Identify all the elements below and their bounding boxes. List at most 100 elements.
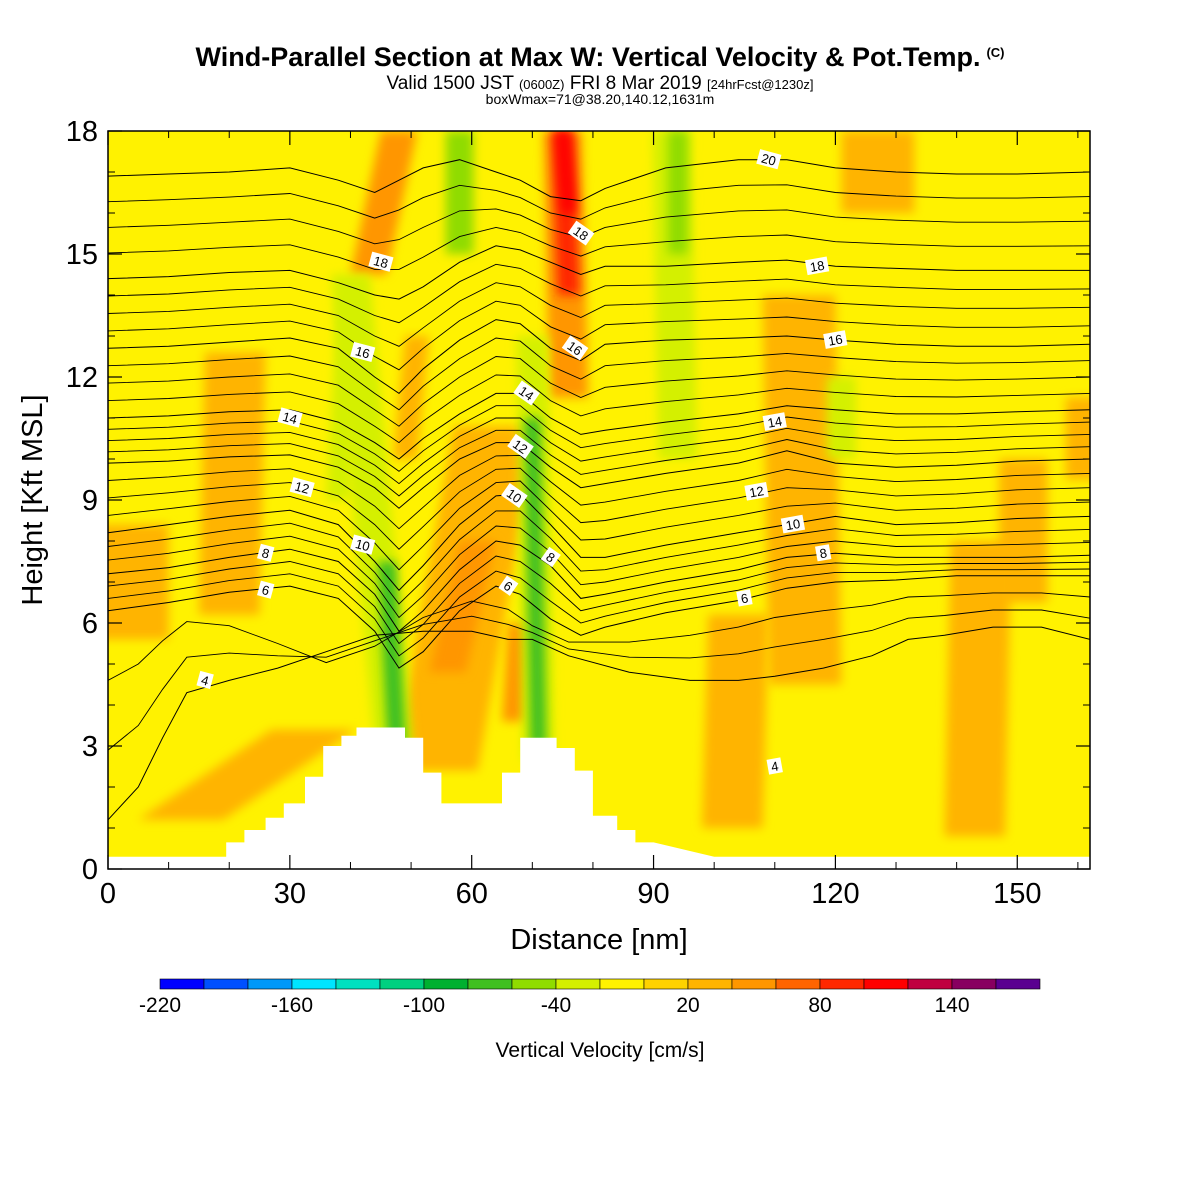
- isentrope-label-18: 18: [567, 220, 595, 246]
- label-bg: [567, 220, 595, 246]
- isentrope-label-12: 12: [507, 433, 534, 459]
- y-tick-label: 3: [82, 731, 98, 763]
- label-bg: [762, 412, 787, 431]
- isentrope-line: [108, 609, 1090, 751]
- label-bg: [823, 330, 848, 349]
- potential-temperature-contours: [108, 159, 1090, 821]
- box-wmax-info: boxWmax=71@38.20,140.12,1631m: [485, 91, 715, 107]
- y-tick-label: 9: [82, 485, 98, 517]
- colorbar-swatch: [731, 978, 777, 990]
- colorbar-swatch: [687, 978, 733, 990]
- isentrope-label-text: 16: [827, 331, 844, 348]
- isentrope-label-14: 14: [513, 380, 540, 406]
- isentrope-line: [108, 356, 1090, 427]
- velocity-contour-fill-1: [198, 352, 266, 615]
- y-tick-label: 0: [82, 854, 98, 886]
- isentrope-label-4: 4: [196, 670, 214, 689]
- isentrope-line: [108, 510, 1090, 605]
- x-tick-label: 60: [456, 878, 488, 910]
- colorbar-swatch: [599, 978, 645, 990]
- valid-time: Valid 1500 JST: [386, 73, 514, 94]
- label-bg: [561, 335, 589, 361]
- velocity-contour-fill-20: [524, 418, 547, 746]
- isentrope-line: [108, 226, 1090, 270]
- label-bg: [368, 251, 394, 272]
- colorbar-swatch: [159, 978, 205, 990]
- colorbar-swatch: [863, 978, 909, 990]
- label-bg: [498, 575, 519, 596]
- x-tick-label: 90: [637, 878, 669, 910]
- velocity-contour-fill-23: [668, 131, 688, 254]
- isentrope-18: [108, 245, 1090, 300]
- label-bg: [277, 407, 303, 428]
- x-tick-label: 30: [274, 878, 306, 910]
- y-tick-label: 6: [82, 608, 98, 640]
- isentrope-line: [108, 467, 1090, 550]
- x-tick-label: 120: [811, 878, 859, 910]
- velocity-contour-fill-21: [445, 131, 474, 254]
- chart-subtitle: Valid 1500 JST (0600Z) FRI 8 Mar 2019 [2…: [0, 73, 1200, 95]
- isentrope-label-text: 4: [200, 672, 211, 688]
- isentrope-line: [108, 337, 1090, 411]
- velocity-contour-fill-24: [826, 377, 857, 459]
- x-axis-label: Distance [nm]: [510, 924, 687, 956]
- isentrope-12: [108, 442, 1090, 509]
- colorbar-swatch: [775, 978, 821, 990]
- label-bg: [736, 589, 753, 607]
- x-tick-label: 150: [993, 878, 1041, 910]
- isentrope-label-14: 14: [277, 407, 303, 428]
- colorbar-swatch: [335, 978, 381, 990]
- isentrope-label-text: 12: [293, 479, 311, 497]
- label-bg: [196, 670, 214, 689]
- label-bg: [350, 341, 376, 363]
- colorbar-tick-label: -40: [541, 994, 571, 1017]
- colorbar-swatch: [203, 978, 249, 990]
- colorbar-tick-label: 20: [676, 994, 699, 1017]
- velocity-contour-fill-4: [762, 295, 842, 685]
- isentrope-16: [108, 319, 1090, 395]
- isentrope-label-text: 6: [740, 590, 750, 606]
- isentrope-label-text: 20: [760, 151, 778, 169]
- isentrope-label-text: 10: [504, 486, 524, 507]
- isentrope-10: [108, 493, 1090, 591]
- chart-title: Wind-Parallel Section at Max W: Vertical…: [0, 42, 1200, 73]
- colorbar-tick-label: -160: [271, 994, 313, 1017]
- isentrope-line: [108, 405, 1090, 472]
- isentrope-line: [108, 263, 1090, 324]
- isentrope-label-text: 16: [565, 338, 585, 359]
- isentrope-6: [108, 575, 1090, 669]
- colorbar-swatch: [511, 978, 557, 990]
- isentrope-label-20: 20: [756, 149, 782, 170]
- isentrope-line: [108, 454, 1090, 530]
- isentrope-line: [108, 429, 1090, 497]
- label-bg: [507, 433, 534, 459]
- isentrope-line: [108, 525, 1090, 619]
- colorbar-swatch: [995, 978, 1041, 990]
- isentrope-line: [108, 374, 1090, 444]
- isentrope-label-text: 10: [785, 516, 802, 533]
- isentrope-label-text: 18: [809, 258, 826, 275]
- isentrope-label-text: 14: [766, 413, 783, 430]
- colorbar-swatch: [643, 978, 689, 990]
- isentrope-line: [108, 282, 1090, 347]
- isentrope-label-text: 4: [770, 758, 780, 774]
- colorbar-swatch: [907, 978, 953, 990]
- label-bg: [756, 149, 782, 170]
- velocity-contour-fill-3: [702, 614, 769, 828]
- label-bg: [744, 482, 769, 501]
- isentrope-line: [108, 568, 1090, 657]
- colorbar-tick-label: -100: [403, 994, 445, 1017]
- colorbar-swatch: [423, 978, 469, 990]
- isentrope-line: [108, 480, 1090, 571]
- isentrope-20: [108, 159, 1090, 202]
- isentrope-line: [108, 184, 1090, 220]
- isentrope-label-text: 12: [510, 436, 530, 457]
- velocity-contour-fill-6: [999, 459, 1048, 603]
- colorbar-swatch: [247, 978, 293, 990]
- velocity-contour-fill-10: [429, 541, 496, 673]
- isentrope-label-text: 8: [260, 545, 271, 561]
- isentrope-label-text: 18: [372, 253, 390, 271]
- label-bg: [540, 546, 561, 568]
- isentrope-label-6: 6: [257, 580, 275, 599]
